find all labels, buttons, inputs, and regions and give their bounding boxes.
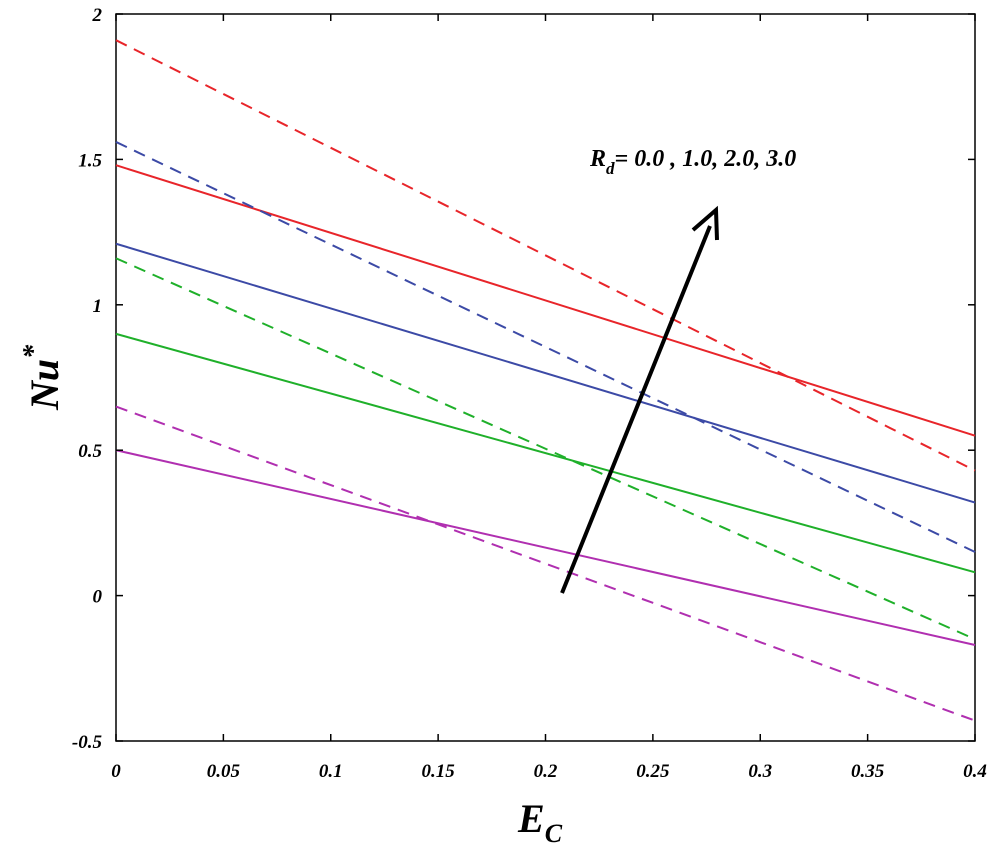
series-line: [115, 449, 976, 647]
arrow-head: [691, 205, 719, 241]
series-line: [115, 405, 976, 722]
annotation-subscript: d: [606, 159, 615, 178]
lines: [115, 39, 976, 722]
x-tick-label: 0.3: [748, 761, 772, 782]
series-line: [115, 242, 976, 504]
annotation-rest: = 0.0 , 1.0, 2.0, 3.0: [615, 146, 797, 172]
series-line: [115, 39, 976, 472]
y-label-superscript: *: [18, 344, 49, 359]
y-tick-label: 1.5: [78, 150, 102, 171]
y-tick-label: 1: [93, 296, 103, 317]
y-tick-label: 0.5: [78, 441, 102, 462]
y-tick-label: -0.5: [72, 732, 103, 753]
x-axis-label: EC: [517, 796, 563, 848]
x-label-text: E: [517, 796, 545, 841]
series-line: [115, 257, 976, 641]
x-tick-label: 0.15: [422, 761, 456, 782]
y-label-text: Nu: [22, 359, 67, 411]
y-tick-label: 0: [93, 587, 103, 608]
x-tick-label: 0.05: [207, 761, 241, 782]
x-tick-label: 0.35: [851, 761, 885, 782]
series-line: [115, 141, 976, 553]
arrow: [560, 205, 719, 594]
x-tick-label: 0.4: [963, 761, 987, 782]
annotation-text: R: [589, 146, 606, 172]
annotation: Rd= 0.0 , 1.0, 2.0, 3.0: [589, 146, 796, 178]
x-tick-label: 0.1: [319, 761, 343, 782]
series-line: [115, 332, 976, 574]
x-tick-label: 0.2: [534, 761, 558, 782]
y-tick-label: 2: [92, 5, 103, 26]
x-label-subscript: C: [545, 819, 563, 848]
series-line: [115, 164, 976, 437]
x-tick-label: 0: [111, 761, 121, 782]
plot-frame: [115, 13, 976, 742]
y-axis-label: Nu*: [18, 344, 67, 411]
x-tick-label: 0.25: [636, 761, 670, 782]
arrow-shaft: [560, 225, 712, 594]
